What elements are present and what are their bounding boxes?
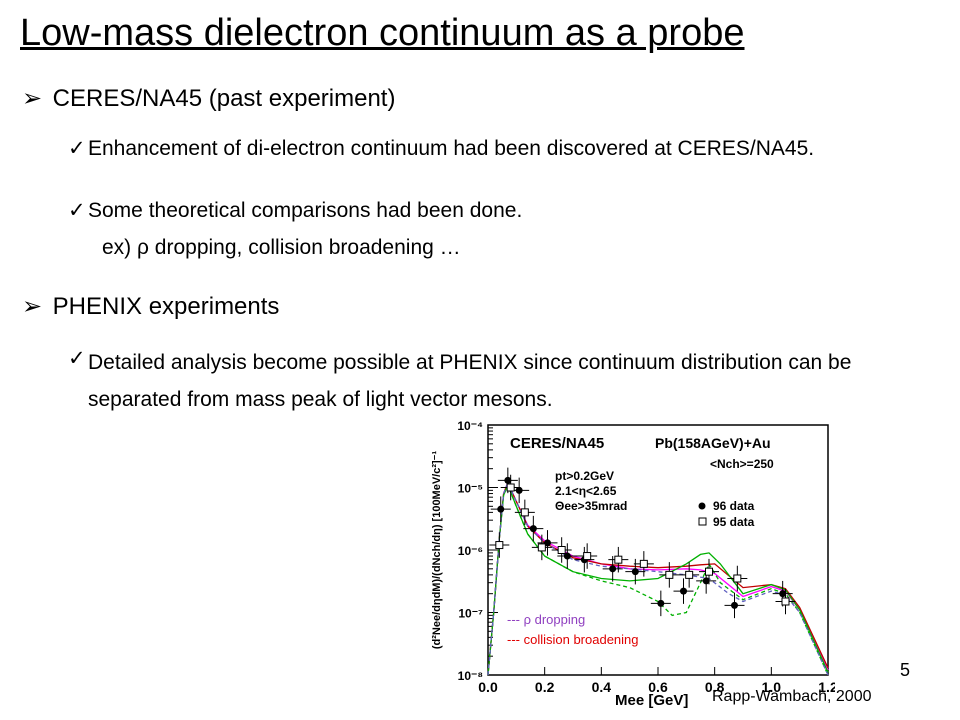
sub-item-enhancement: ✓ Enhancement of di-electron continuum h… [68, 134, 908, 194]
x-tick-label: 0.6 [648, 679, 668, 695]
data-point-95 [495, 541, 504, 550]
chart-multiplicity: <Nch>=250 [710, 457, 774, 471]
data-point-96 [631, 568, 639, 576]
legend-collision-broadening: --- collision broadening [507, 632, 639, 647]
data-point-96 [609, 565, 617, 573]
model-curve [487, 480, 829, 676]
data-point-96 [657, 599, 665, 607]
legend-marker-95 [698, 517, 707, 526]
data-point-95 [537, 543, 546, 552]
y-tick-label: 10⁻⁶ [458, 544, 483, 558]
bullet-phenix: ➢ PHENIX experiments [22, 292, 279, 322]
bullet-heading: CERES/NA45 (past experiment) [52, 85, 396, 112]
data-point-95 [506, 483, 515, 492]
y-tick-label: 10⁻⁴ [457, 419, 483, 433]
slide-title: Low-mass dielectron continuum as a probe [20, 12, 745, 54]
chart-cut-theta: Θee>35mrad [555, 499, 627, 513]
data-point-95 [665, 570, 674, 579]
x-axis-label: Mee [GeV] [615, 692, 688, 709]
data-point-96 [529, 525, 537, 533]
data-point-96 [497, 505, 505, 513]
chart-title: CERES/NA45 [510, 435, 604, 452]
page-number: 5 [900, 660, 911, 680]
chart-cut-eta: 2.1<η<2.65 [555, 484, 617, 498]
citation: Rapp-Wambach, 2000 [712, 688, 872, 705]
sub-item-text: Some theoretical comparisons had been do… [88, 199, 523, 222]
data-point-95 [639, 559, 648, 568]
legend-rho-dropping: --- ρ dropping [507, 612, 585, 627]
data-point-96 [515, 486, 523, 494]
bullet-ceres: ➢ CERES/NA45 (past experiment) [22, 84, 395, 114]
x-tick-label: 0.8 [705, 679, 725, 695]
y-tick-label: 10⁻⁷ [458, 607, 483, 621]
check-icon: ✓ [68, 347, 86, 370]
data-point-96 [731, 601, 738, 609]
legend-label-95: 95 data [713, 515, 755, 529]
data-point-95 [705, 567, 713, 576]
data-point-95 [781, 597, 790, 606]
sub-item-text: Enhancement of di-electron continuum had… [88, 137, 815, 160]
check-icon: ✓ [68, 137, 86, 160]
chart-system: Pb(158AGeV)+Au [655, 435, 771, 451]
x-tick-label: 0.4 [592, 679, 612, 695]
ceres-spectrum-figure: 0.0 0.2 0.4 0.6 0.8 1.0 1.2 10⁻⁴ 10⁻⁵ 10⁻⁶ 10⁻⁷ 10⁻… [415, 410, 838, 710]
x-tick-label: 1.2 [818, 679, 835, 695]
data-point-95 [520, 508, 529, 517]
model-curve [487, 483, 829, 676]
x-tick-label: 0.0 [478, 679, 498, 695]
legend-label-96: 96 data [713, 499, 755, 513]
data-point-95 [583, 552, 592, 561]
y-axis-label: (d²Nee/dηdM)/(dNch/dη) [100MeV/c²]⁻¹ [431, 451, 443, 650]
example-line: ex) ρ dropping, collision broadening … [102, 236, 461, 259]
check-icon: ✓ [68, 199, 86, 222]
data-point-95 [733, 574, 742, 583]
data-point-96 [680, 587, 687, 595]
data-point-95 [685, 570, 694, 579]
legend-marker-96 [698, 502, 706, 510]
data-point-96 [504, 476, 512, 484]
sub-item-text: Detailed analysis become possible at PHE… [88, 351, 852, 411]
data-point-95 [614, 555, 623, 564]
chart-cut-pt: pt>0.2GeV [555, 469, 614, 483]
y-tick-label: 10⁻⁸ [458, 669, 483, 683]
chart-svg: 0.0 0.2 0.4 0.6 0.8 1.0 1.2 10⁻⁴ 10⁻⁵ 10⁻⁶ 10⁻⁷ 10⁻… [431, 419, 838, 709]
data-point-95 [557, 546, 566, 554]
bullet-heading: PHENIX experiments [52, 293, 280, 320]
data-point-96 [563, 552, 571, 560]
data-point-96 [702, 577, 710, 585]
arrow-bullet-icon: ➢ [22, 293, 43, 320]
y-tick-label: 10⁻⁵ [458, 482, 483, 496]
arrow-bullet-icon: ➢ [22, 85, 43, 112]
data-point-96 [779, 590, 787, 598]
x-tick-label: 0.2 [535, 679, 555, 695]
sub-item-phenix: ✓ Detailed analysis become possible at P… [68, 344, 908, 440]
x-tick-label: 1.0 [762, 679, 782, 695]
sub-item-comparisons: ✓ Some theoretical comparisons had been … [68, 196, 908, 226]
